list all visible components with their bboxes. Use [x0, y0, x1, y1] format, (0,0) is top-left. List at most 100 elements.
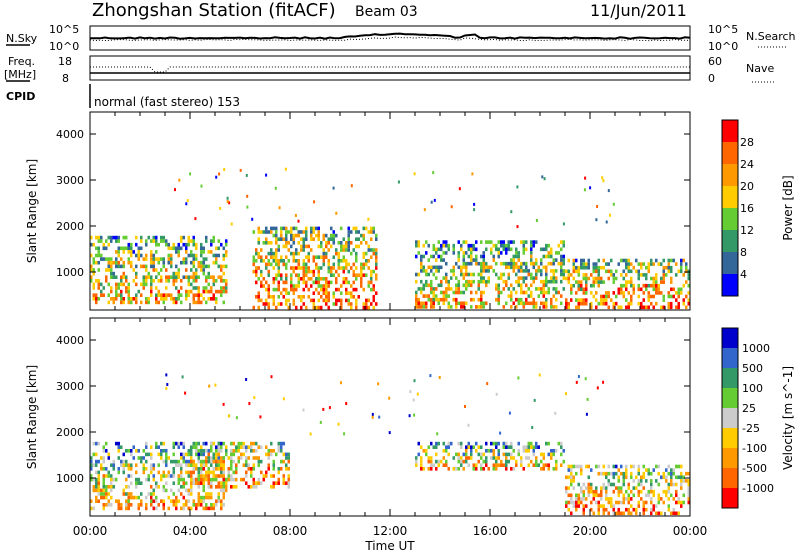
- echo-cell: [95, 477, 98, 482]
- echo-cell: [572, 283, 575, 288]
- echo-cell: [127, 257, 130, 261]
- nsearch-tick-top: 10^5: [708, 23, 738, 36]
- echo-cell: [417, 452, 420, 457]
- echo-cell: [517, 376, 520, 380]
- echo-cell: [212, 459, 215, 464]
- echo-cell: [145, 459, 148, 464]
- power-cb-4: 4: [740, 268, 747, 281]
- echo-cell: [447, 247, 450, 252]
- echo-cell: [325, 280, 328, 285]
- echo-cell: [145, 297, 148, 301]
- echo-cell: [662, 475, 665, 480]
- echo-cell: [122, 463, 125, 467]
- echo-cell: [177, 463, 180, 467]
- echo-cell: [260, 259, 263, 263]
- echo-cell: [147, 275, 150, 279]
- echo-cell: [507, 265, 510, 270]
- echo-cell: [570, 471, 573, 476]
- echo-cell: [340, 259, 343, 263]
- echo-cell: [595, 493, 598, 498]
- echo-cell: [225, 282, 228, 287]
- echo-cell: [142, 467, 145, 471]
- echo-cell: [217, 449, 220, 453]
- echo-cell: [155, 250, 158, 254]
- echo-cell: [575, 464, 578, 469]
- echo-cell: [277, 244, 280, 249]
- echo-cell: [267, 259, 270, 263]
- echo-cell: [127, 289, 130, 294]
- echo-cell: [295, 273, 298, 277]
- echo-cell: [610, 471, 613, 476]
- echo-cell: [602, 298, 605, 302]
- echo-cell: [585, 504, 588, 508]
- echo-cell: [222, 459, 225, 464]
- echo-cell: [492, 243, 495, 248]
- echo-cell: [187, 242, 190, 247]
- echo-cell: [584, 377, 587, 381]
- echo-cell: [607, 269, 610, 274]
- echo-cell: [657, 287, 660, 292]
- echo-cell: [570, 482, 573, 487]
- echo-cell: [312, 226, 315, 231]
- time-tick-0000: 00:00: [73, 524, 108, 538]
- echo-cell: [499, 431, 502, 435]
- echo-cell: [165, 463, 168, 467]
- echo-cell: [272, 463, 275, 467]
- echo-cell: [445, 294, 448, 298]
- echo-cell: [272, 481, 275, 485]
- echo-cell: [347, 262, 350, 267]
- echo-cell: [680, 475, 683, 480]
- echo-cell: [482, 301, 485, 306]
- echo-cell: [97, 286, 100, 290]
- echo-cell: [325, 298, 328, 303]
- echo-cell: [200, 260, 203, 265]
- echo-cell: [365, 298, 368, 303]
- echo-cell: [597, 280, 600, 284]
- echo-cell: [162, 441, 165, 446]
- echo-cell: [107, 492, 110, 496]
- echo-cell: [205, 492, 208, 496]
- echo-cell: [140, 246, 143, 251]
- echo-cell: [182, 235, 185, 240]
- echo-cell: [207, 470, 210, 475]
- echo-cell: [630, 280, 633, 284]
- echo-cell: [180, 235, 183, 240]
- echo-cell: [135, 253, 138, 258]
- echo-cell: [472, 247, 475, 252]
- echo-cell: [105, 485, 108, 489]
- echo-cell: [437, 283, 440, 288]
- echo-cell: [280, 259, 283, 263]
- echo-cell: [560, 272, 563, 277]
- echo-cell: [602, 179, 605, 183]
- echo-cell: [210, 459, 213, 464]
- nave-tick-top: 60: [708, 55, 722, 68]
- echo-cell: [527, 294, 530, 298]
- echo-cell: [630, 276, 633, 281]
- echo-cell: [110, 264, 113, 269]
- echo-cell: [180, 492, 183, 496]
- echo-cell: [185, 257, 188, 261]
- echo-cell: [205, 257, 208, 261]
- echo-cell: [345, 259, 348, 263]
- echo-cell: [330, 244, 333, 249]
- echo-cell: [612, 291, 615, 295]
- echo-cell: [300, 295, 303, 299]
- echo-cell: [223, 168, 226, 171]
- echo-cell: [637, 287, 640, 292]
- echo-cell: [335, 211, 338, 215]
- echo-cell: [260, 470, 263, 475]
- echo-cell: [650, 500, 653, 505]
- echo-cell: [470, 243, 473, 248]
- echo-cell: [277, 302, 280, 306]
- echo-cell: [222, 474, 225, 478]
- echo-cell: [655, 273, 658, 277]
- echo-cell: [130, 246, 133, 251]
- echo-cell: [580, 265, 583, 270]
- echo-cell: [275, 237, 278, 241]
- echo-cell: [245, 378, 248, 381]
- echo-cell: [605, 220, 608, 224]
- echo-cell: [275, 233, 278, 238]
- echo-cell: [577, 375, 580, 378]
- echo-cell: [105, 257, 108, 261]
- echo-cell: [365, 251, 368, 256]
